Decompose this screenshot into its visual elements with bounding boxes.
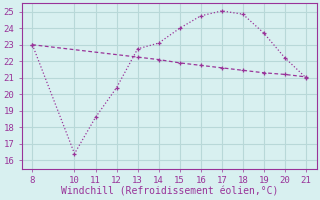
X-axis label: Windchill (Refroidissement éolien,°C): Windchill (Refroidissement éolien,°C) <box>60 187 278 197</box>
